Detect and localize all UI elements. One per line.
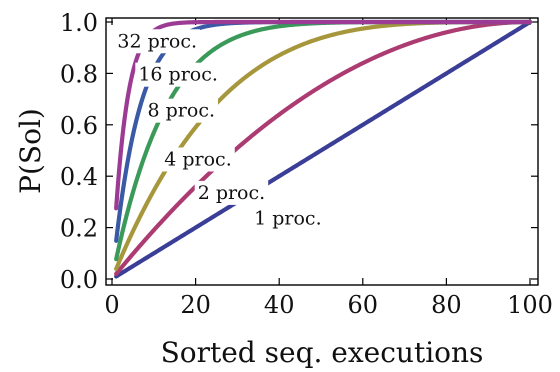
x-tick-label: 60	[348, 291, 379, 319]
y-tick-label: 0.2	[60, 215, 98, 243]
x-tick-label: 100	[507, 291, 553, 319]
tick-labels: 0 20 40 60 80 100 0.0 0.2 0.4 0.6 0.8 1.0	[60, 9, 553, 319]
series-line-2-proc	[114, 19, 533, 276]
y-tick-label: 0.4	[60, 163, 98, 191]
series-label-16-proc: 16 proc.	[138, 64, 218, 86]
series-label-32-proc: 32 proc.	[117, 30, 197, 52]
y-tick-label: 1.0	[60, 9, 98, 37]
series-label-background	[161, 147, 235, 172]
series-label-background	[135, 62, 221, 87]
series-label-background	[194, 180, 269, 205]
series-line-32-proc	[114, 19, 533, 211]
x-tick-label: 20	[180, 291, 211, 319]
series-label-4-proc: 4 proc.	[164, 148, 232, 170]
series-label-8-proc: 8 proc.	[148, 100, 216, 122]
series-labels: 1 proc. 2 proc. 4 proc. 8 proc. 16 proc. 32 p…	[114, 29, 325, 231]
x-tick-label: 0	[104, 291, 119, 319]
plot-frame	[105, 17, 539, 286]
series-line-1-proc	[114, 19, 533, 279]
x-tick-label: 40	[264, 291, 295, 319]
y-tick-label: 0.6	[60, 112, 98, 140]
y-tick-label: 0.8	[60, 60, 98, 88]
y-tick-label: 0.0	[60, 266, 98, 294]
series-label-background	[144, 98, 219, 123]
series-label-1-proc: 1 proc.	[254, 208, 322, 230]
series-label-background	[114, 29, 201, 54]
series-label-background	[251, 206, 325, 231]
y-axis-label: P(Sol)	[14, 108, 47, 194]
series-label-2-proc: 2 proc.	[198, 182, 266, 204]
x-tick-label: 80	[431, 291, 462, 319]
x-axis-label: Sorted seq. executions	[161, 336, 484, 369]
